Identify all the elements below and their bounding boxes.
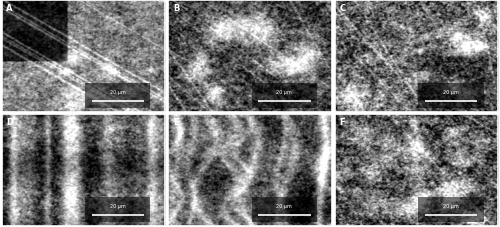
Text: B: B xyxy=(173,4,180,13)
Text: 20 μm: 20 μm xyxy=(110,203,126,208)
Bar xyxy=(252,84,317,108)
Bar xyxy=(252,197,317,222)
Text: 20 μm: 20 μm xyxy=(110,90,126,95)
Text: 20 μm: 20 μm xyxy=(443,90,459,95)
Text: A: A xyxy=(6,4,13,13)
Bar xyxy=(85,197,150,222)
Text: F: F xyxy=(340,118,345,126)
Bar xyxy=(418,84,484,108)
Text: D: D xyxy=(6,118,14,126)
Bar xyxy=(85,84,150,108)
Text: C: C xyxy=(340,4,346,13)
Text: E: E xyxy=(173,118,178,126)
Text: 20 μm: 20 μm xyxy=(276,90,292,95)
Text: 20 μm: 20 μm xyxy=(276,203,292,208)
Bar xyxy=(418,197,484,222)
Text: 20 μm: 20 μm xyxy=(443,203,459,208)
